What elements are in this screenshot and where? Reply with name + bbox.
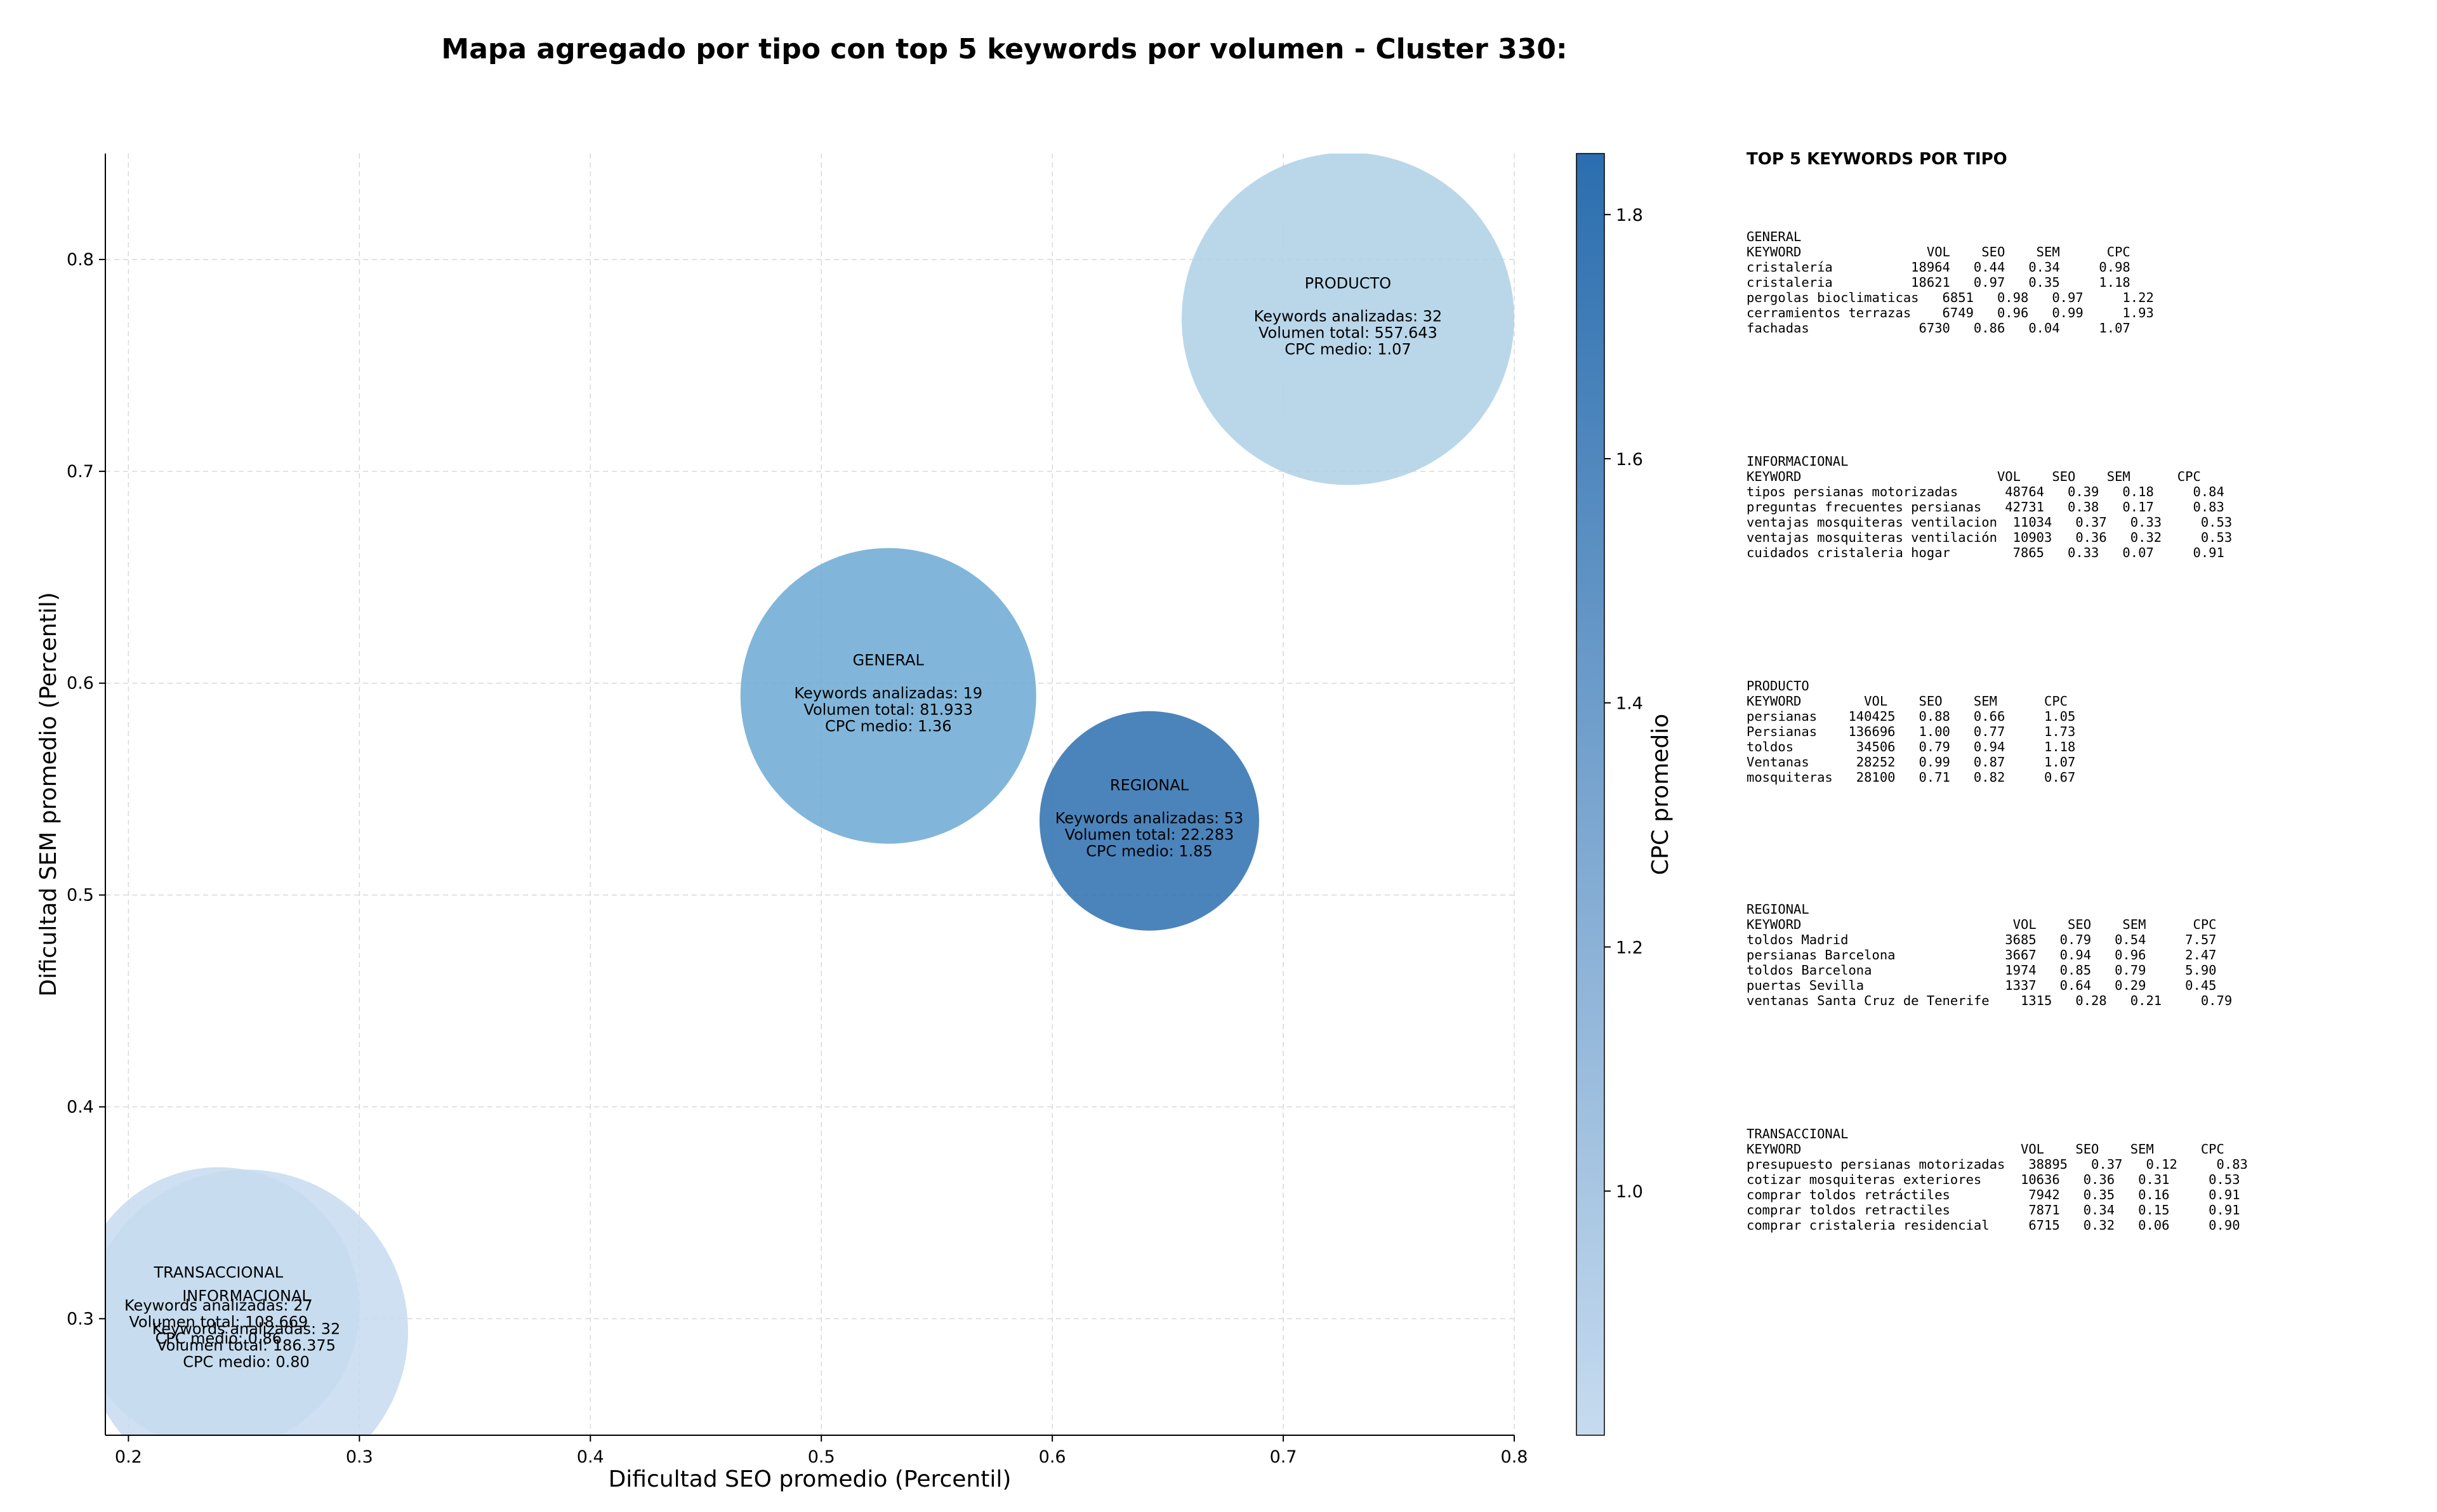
y-tick-label: 0.6 [67, 674, 94, 694]
y-tick-label: 0.5 [67, 886, 94, 905]
bubble-volume-label: Volumen total: 186.375 [157, 1336, 336, 1354]
bubble-cpc-label: CPC medio: 0.80 [183, 1353, 310, 1371]
bubble-volume-label: Volumen total: 108.669 [129, 1313, 308, 1331]
colorbar: 1.0 1.2 1.4 1.6 1.8 CPC promedio [1576, 153, 1674, 1436]
y-tick-label: 0.4 [67, 1097, 94, 1117]
colorbar-tick-label: 1.4 [1616, 694, 1643, 714]
colorbar-tick-label: 1.2 [1616, 938, 1643, 957]
bubble-keywords-label: Keywords analizadas: 32 [1254, 307, 1443, 325]
y-axis-label: Dificultad SEM promedio (Percentil) [36, 592, 62, 997]
bubble-cpc-label: CPC medio: 1.85 [1086, 843, 1213, 860]
bubble-name: TRANSACCIONAL [154, 1264, 284, 1282]
x-tick-label: 0.6 [1039, 1447, 1066, 1467]
x-tick-label: 0.4 [577, 1447, 604, 1467]
x-tick-label: 0.5 [808, 1447, 835, 1467]
y-tick-label: 0.3 [67, 1309, 94, 1329]
bubble-volume-label: Volumen total: 22.283 [1065, 826, 1234, 844]
bubble-producto [1182, 154, 1514, 485]
bubble-cpc-label: CPC medio: 0.86 [155, 1330, 282, 1348]
x-tick-label: 0.3 [346, 1447, 373, 1467]
x-tick-label: 0.8 [1501, 1447, 1528, 1467]
y-tick-label: 0.7 [67, 462, 94, 482]
axes: 0.2 0.3 0.4 0.5 0.6 0.7 0.8 0.3 0.4 0.5 0.6 0.7 0.8 [67, 154, 1528, 1467]
bubble-transaccional [105, 1167, 360, 1435]
bubble-keywords-label: Keywords analizadas: 32 [152, 1320, 341, 1338]
bubble-general [740, 548, 1036, 844]
x-tick-label: 0.2 [115, 1447, 142, 1467]
chart-title: Mapa agregado por tipo con top 5 keyword… [441, 33, 1568, 65]
bubble-keywords-label: Keywords analizadas: 53 [1055, 810, 1244, 827]
top-keywords-panel: TOP 5 KEYWORDS POR TIPO GENERAL KEYWORD … [1747, 148, 2419, 1265]
bubble-volume-label: Volumen total: 81.933 [803, 701, 973, 719]
keywords-block-general: GENERAL KEYWORD VOL SEO SEM CPC cristale… [1747, 229, 2154, 336]
bubble-keywords-label: Keywords analizadas: 19 [794, 685, 982, 702]
x-tick-label: 0.7 [1270, 1447, 1297, 1467]
y-tick-label: 0.8 [67, 250, 94, 270]
colorbar-tick-label: 1.0 [1616, 1182, 1643, 1202]
colorbar-ticks: 1.0 1.2 1.4 1.6 1.8 [1604, 206, 1643, 1202]
bubble-cpc-label: CPC medio: 1.07 [1285, 340, 1411, 358]
keywords-block-producto: PRODUCTO KEYWORD VOL SEO SEM CPC persian… [1747, 678, 2076, 785]
bubble-cpc-label: CPC medio: 1.36 [825, 718, 952, 735]
keywords-block-transaccional: TRANSACCIONAL KEYWORD VOL SEO SEM CPC pr… [1747, 1126, 2248, 1233]
keywords-block-informacional: INFORMACIONAL KEYWORD VOL SEO SEM CPC ti… [1747, 454, 2233, 560]
bubble-regional [1039, 711, 1259, 931]
bubble-name: GENERAL [853, 652, 925, 669]
top-keywords-title: TOP 5 KEYWORDS POR TIPO [1747, 150, 2007, 169]
bubble-name: INFORMACIONAL [182, 1287, 310, 1305]
colorbar-gradient [1576, 153, 1605, 1436]
bubble-keywords-label: Keywords analizadas: 27 [124, 1297, 313, 1315]
bubble-name: REGIONAL [1110, 777, 1189, 794]
bubbles-layer [105, 154, 1514, 1435]
bubble-name: PRODUCTO [1305, 274, 1391, 292]
colorbar-tick-label: 1.8 [1616, 206, 1643, 225]
colorbar-tick-label: 1.6 [1616, 450, 1643, 470]
keywords-block-regional: REGIONAL KEYWORD VOL SEO SEM CPC toldos … [1747, 902, 2233, 1008]
x-axis-label: Dificultad SEO promedio (Percentil) [609, 1466, 1012, 1492]
colorbar-label: CPC promedio [1648, 714, 1674, 875]
bubble-volume-label: Volumen total: 557.643 [1258, 324, 1437, 341]
